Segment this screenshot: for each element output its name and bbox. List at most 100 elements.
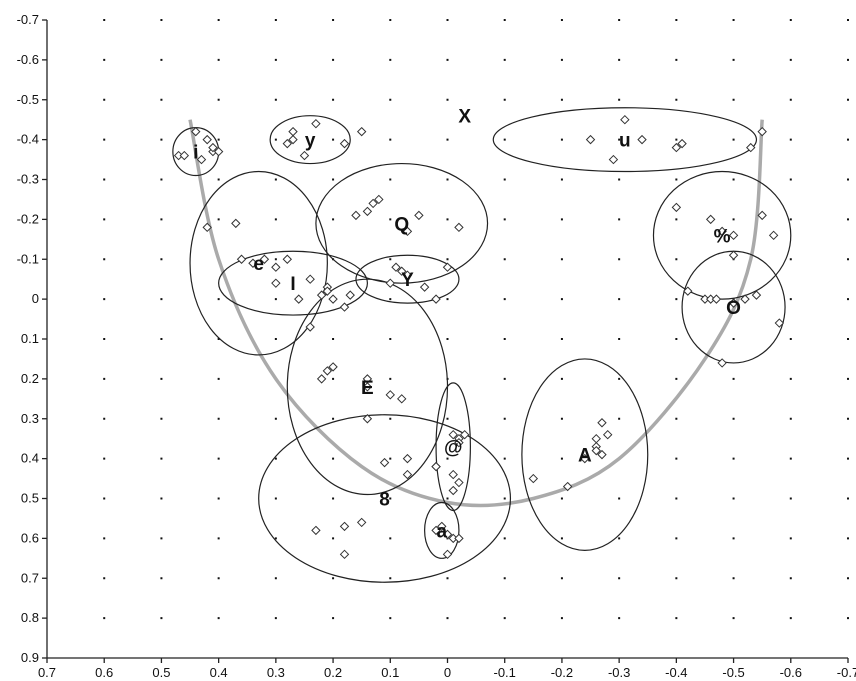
data-point — [356, 126, 367, 137]
grid-dot — [789, 377, 792, 380]
grid-dot — [560, 577, 563, 580]
grid-dot — [560, 417, 563, 420]
grid-dot — [789, 497, 792, 500]
data-point — [431, 294, 441, 304]
data-point — [385, 278, 395, 288]
grid-dot — [560, 537, 563, 540]
grid-dot — [618, 417, 621, 420]
grid-dot — [217, 417, 220, 420]
grid-dot — [103, 457, 106, 460]
grid-dot — [160, 377, 163, 380]
grid-dot — [332, 98, 335, 101]
grid-dot — [446, 338, 449, 340]
y-tick-label: 0.2 — [21, 371, 39, 386]
data-point — [431, 461, 441, 472]
data-point — [528, 473, 539, 484]
cluster-ellipse — [258, 414, 512, 583]
grid-dot — [103, 537, 106, 540]
data-point — [379, 457, 390, 468]
data-point — [585, 134, 596, 145]
x-tick-label: -0.3 — [608, 665, 630, 680]
data-point — [362, 414, 373, 424]
grid-dot — [675, 19, 678, 21]
grid-dot — [160, 617, 163, 620]
grid-dot — [560, 19, 563, 21]
data-point — [562, 481, 573, 492]
data-point — [717, 358, 727, 368]
grid-dot — [389, 377, 392, 380]
grid-dot — [389, 98, 392, 101]
cluster-label: O — [726, 298, 741, 319]
grid-dot — [274, 298, 277, 301]
data-point — [757, 210, 767, 221]
grid-dot — [389, 617, 392, 620]
grid-dots — [103, 19, 849, 620]
y-tick-label: -0.4 — [17, 132, 39, 147]
y-tick-label: -0.7 — [17, 12, 39, 27]
cluster-label: A — [578, 446, 592, 467]
grid-dot — [332, 457, 335, 460]
grid-dot — [217, 19, 220, 21]
data-point — [751, 290, 762, 300]
data-point — [339, 302, 350, 312]
grid-dot — [618, 497, 621, 500]
cluster-ellipse — [424, 501, 460, 559]
data-point — [374, 194, 384, 205]
grid-dot — [560, 98, 563, 101]
grid-dot — [789, 457, 792, 460]
grid-dot — [675, 457, 678, 460]
data-point — [282, 254, 293, 264]
grid-dot — [103, 58, 106, 61]
grid-dot — [675, 377, 678, 380]
grid-dot — [103, 218, 106, 221]
cluster-label: I — [290, 274, 295, 295]
grid-dot — [160, 58, 163, 61]
cluster-label: E — [361, 378, 374, 399]
grid-dot — [217, 338, 220, 340]
grid-dot — [446, 98, 449, 101]
data-point — [454, 533, 464, 544]
cluster-labels: i y Xu Q% e I Y O E @ A 8 a — [193, 107, 741, 543]
grid-dot — [618, 58, 621, 61]
y-tick-label: -0.6 — [17, 52, 39, 67]
data-point — [448, 485, 458, 496]
y-tick-label: 0.9 — [21, 650, 39, 665]
grid-dot — [446, 218, 449, 221]
x-tick-label: 0.1 — [381, 665, 399, 680]
grid-dot — [274, 497, 277, 500]
grid-dot — [332, 218, 335, 221]
y-tick-label: 0 — [32, 291, 39, 306]
grid-dot — [103, 178, 106, 181]
data-point — [402, 469, 413, 480]
grid-dot — [446, 577, 449, 580]
grid-dot — [160, 138, 163, 141]
grid-dot — [217, 537, 220, 540]
grid-dot — [847, 577, 849, 580]
y-tick-label: -0.2 — [17, 211, 39, 226]
grid-dot — [789, 218, 792, 221]
y-tick-label: 0.8 — [21, 610, 39, 625]
data-point — [362, 206, 373, 217]
y-tick-label: 0.6 — [21, 530, 39, 545]
grid-dot — [274, 537, 277, 540]
grid-dot — [389, 577, 392, 580]
grid-dot — [389, 338, 392, 340]
data-point — [580, 453, 590, 464]
data-point — [671, 142, 682, 153]
grid-dot — [732, 58, 735, 61]
data-point — [448, 429, 458, 440]
grid-dot — [847, 19, 849, 21]
data-point — [299, 150, 310, 161]
grid-dot — [217, 178, 220, 181]
data-point — [728, 250, 739, 260]
data-point — [236, 254, 247, 264]
grid-dot — [332, 377, 335, 380]
grid-dot — [389, 298, 392, 301]
data-point — [431, 525, 441, 536]
grid-dot — [560, 457, 563, 460]
grid-dot — [274, 19, 277, 21]
grid-dot — [675, 497, 678, 500]
grid-dot — [503, 457, 506, 460]
grid-dot — [847, 537, 849, 540]
y-axis-ticks: -0.7 -0.6 -0.5 -0.4 -0.3 -0.2 -0.1 0 0.1 0.2 0.3 0.… — [17, 12, 47, 665]
